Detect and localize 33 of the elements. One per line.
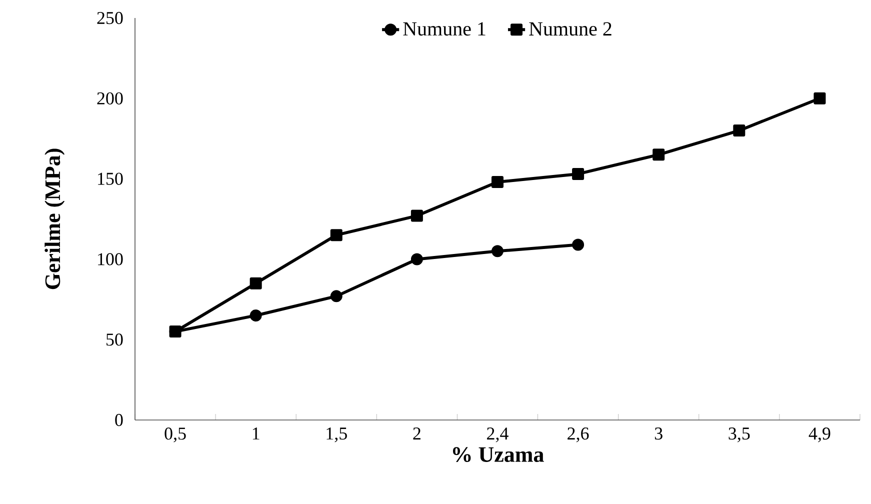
legend-label: Numune 2 [529,22,612,36]
x-tick-label: 3,5 [728,428,750,442]
x-axis-title: % Uzama [453,447,544,462]
y-tick-label: 250 [97,12,123,24]
point [814,92,826,104]
point [410,253,423,266]
point [491,245,504,258]
point [410,210,423,222]
x-tick-label: 0,5 [164,428,186,442]
y-tick-label: 150 [98,172,123,185]
y-tick-label: 200 [97,92,123,104]
y-tick-label: 50 [106,334,123,346]
point [330,229,342,242]
x-tick-label: 3 [654,428,662,440]
x-tick-label: 4,9 [808,428,830,442]
point [491,176,504,188]
legend-label: Numune 1 [403,22,486,36]
point [572,238,584,251]
point [330,290,342,302]
y-axis-title: Gerilme (MPa) [44,148,65,290]
x-tick-label: 2,4 [487,428,508,442]
point [652,148,665,161]
point [733,124,746,137]
point [250,277,262,290]
x-tick-label: 2,6 [568,428,589,442]
point [572,168,584,180]
y-tick-label: 100 [98,253,123,266]
point [250,309,262,322]
point [169,326,182,338]
x-tick-label: 1,5 [326,428,347,442]
x-tick-label: 1 [252,428,260,440]
y-tick-label: 0 [115,414,123,426]
x-tick-label: 2 [413,428,420,440]
